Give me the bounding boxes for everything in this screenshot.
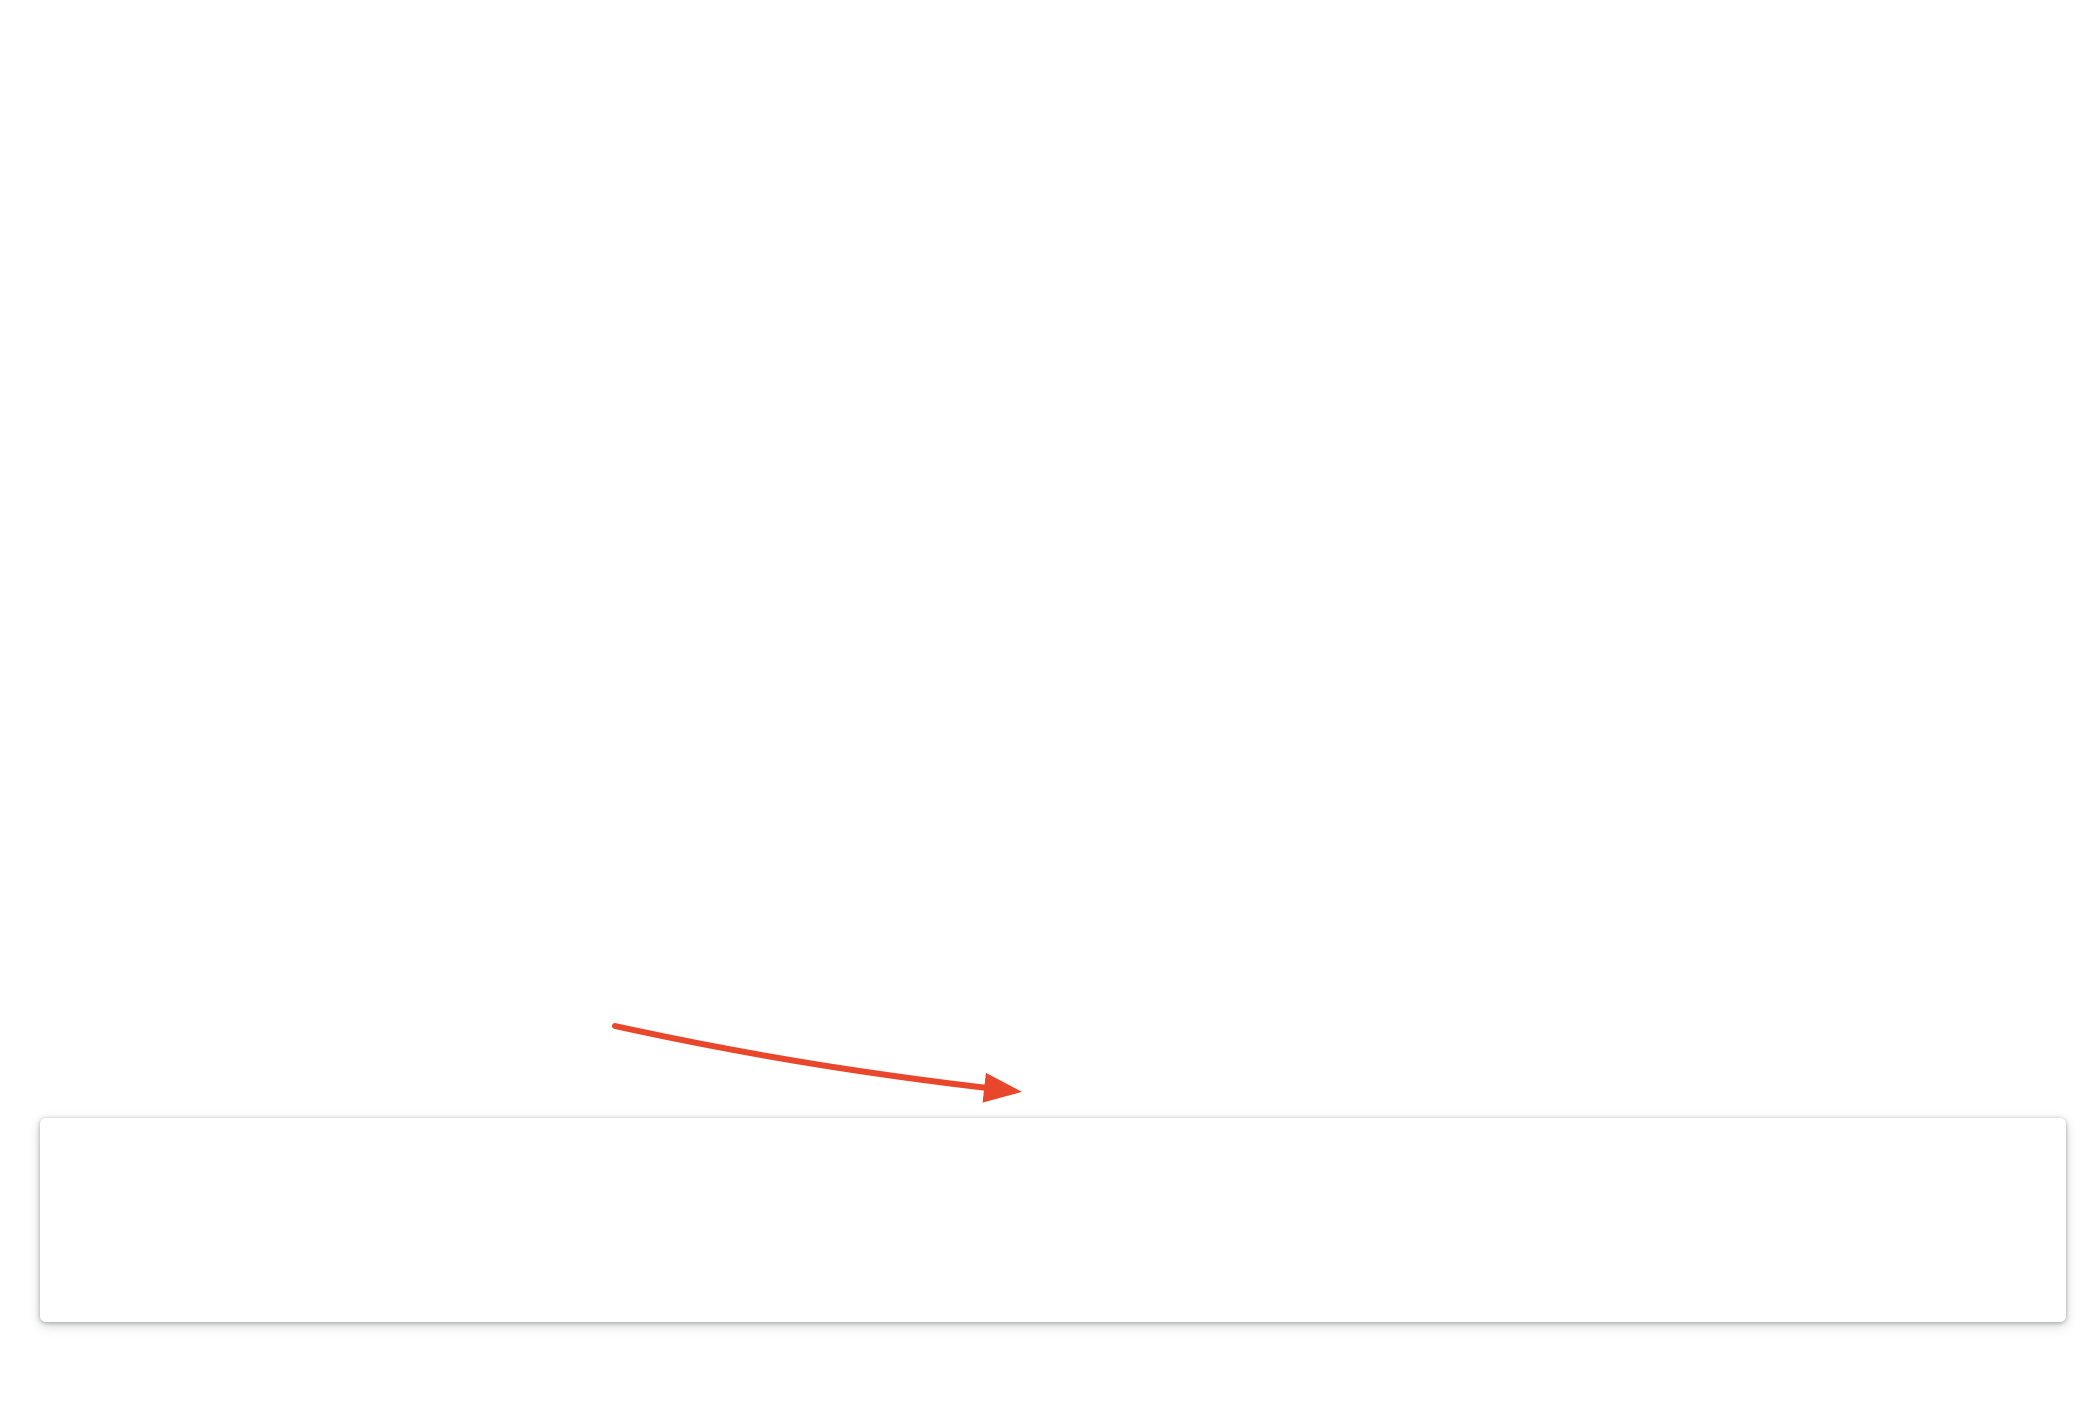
show-stacks-button[interactable]: [128, 1162, 148, 1186]
panel-actions: [66, 1162, 2040, 1186]
show-history-button[interactable]: [190, 1162, 210, 1186]
frame-details-panel: [40, 1118, 2066, 1322]
focus-button[interactable]: [66, 1162, 86, 1186]
